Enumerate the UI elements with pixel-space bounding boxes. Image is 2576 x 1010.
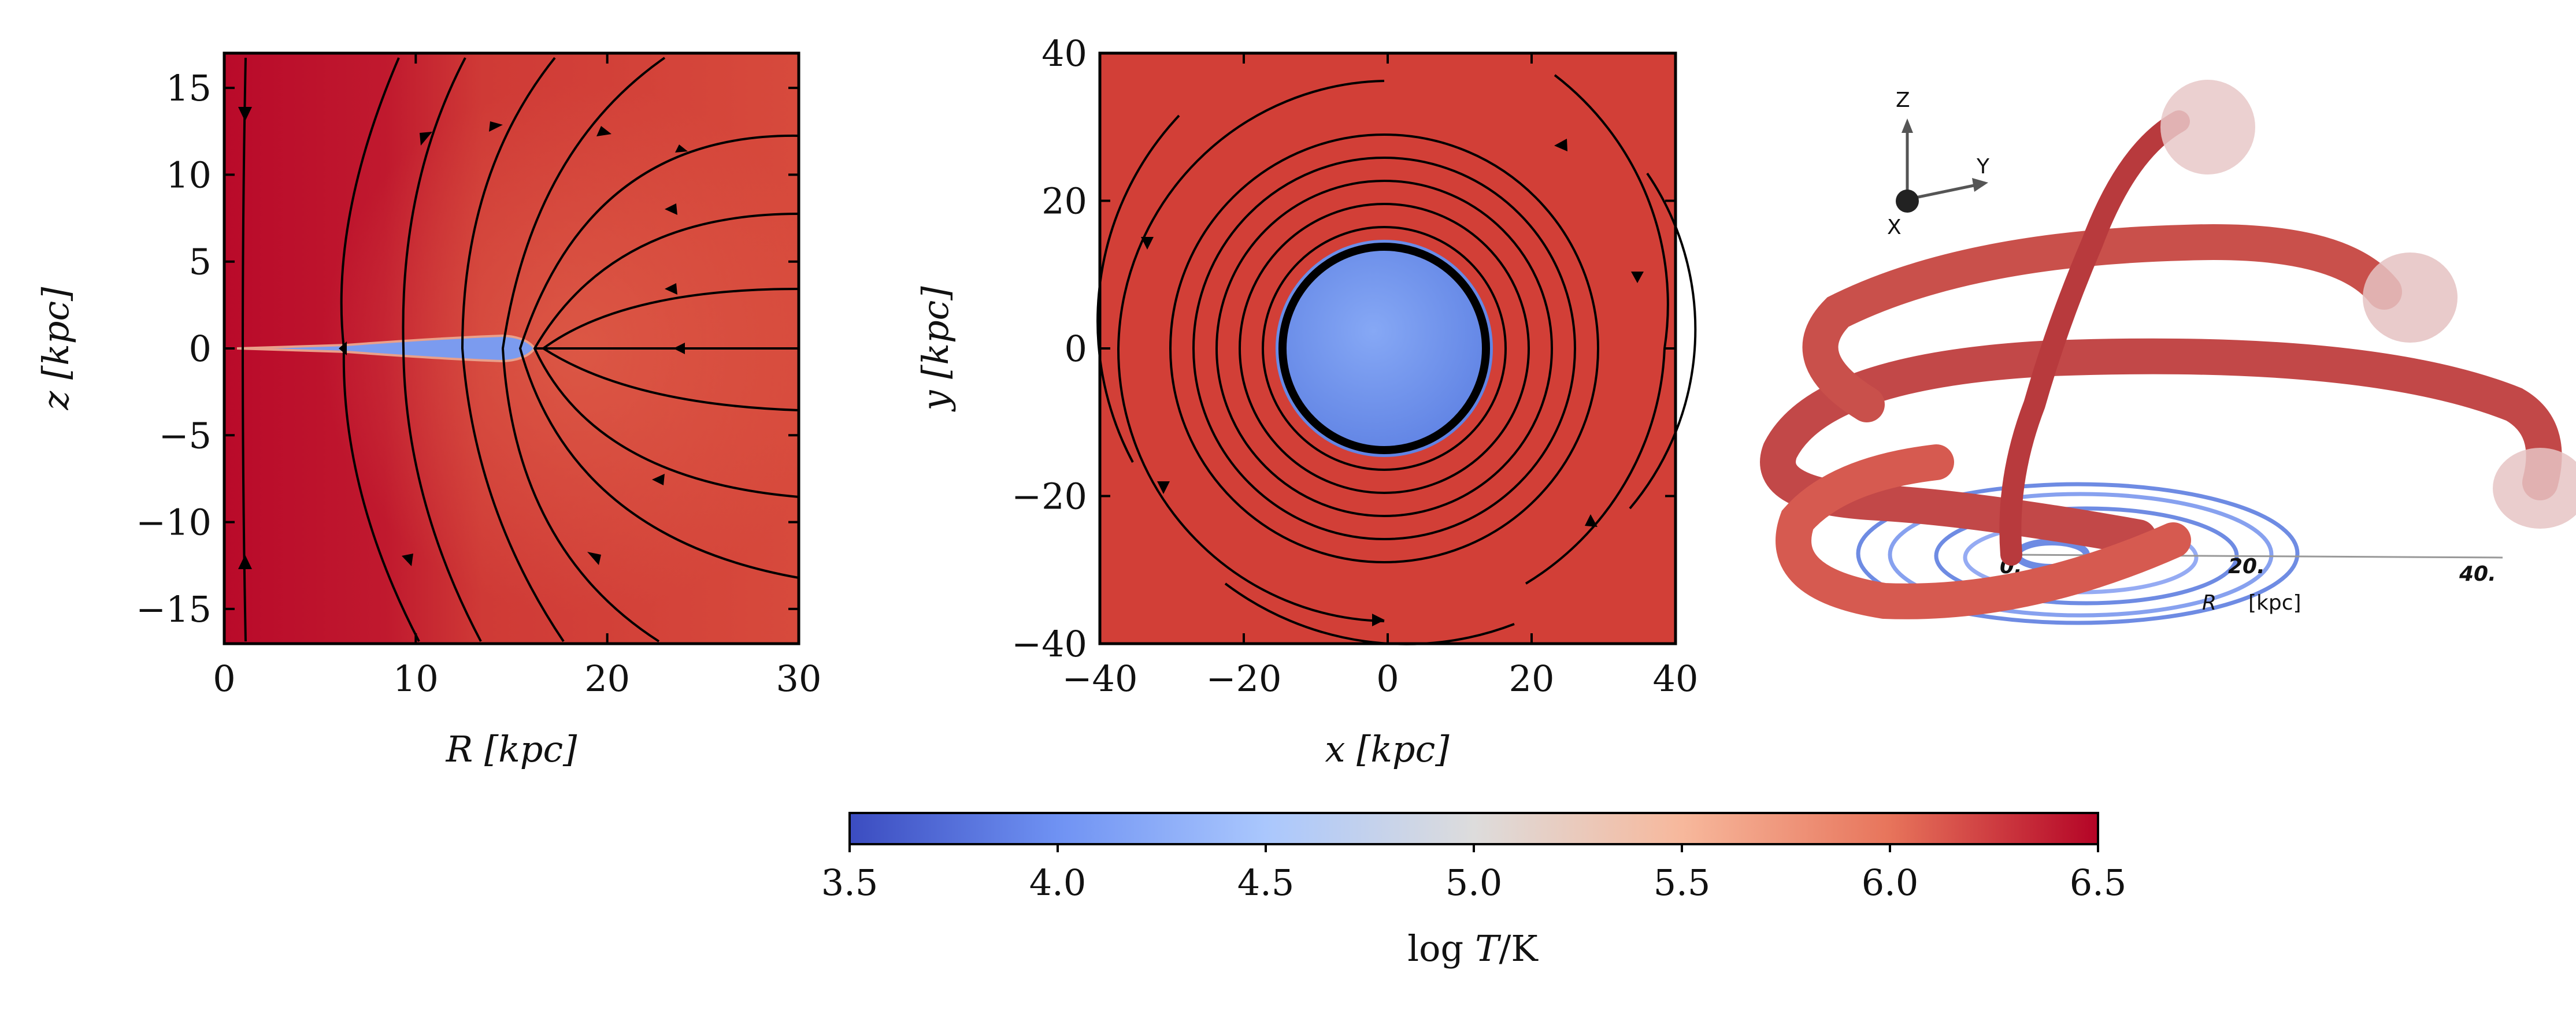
xtick-label: 0: [213, 658, 235, 700]
colorbar-tick-label: 5.0: [1445, 862, 1503, 904]
panel-left-xlabel: R [kpc]: [446, 728, 578, 770]
ytick-label: 5: [189, 241, 212, 283]
ytick-label: 10: [166, 154, 212, 196]
panel-middle-disk-ring: [1278, 243, 1490, 454]
ytick-label: −40: [1011, 623, 1087, 665]
ytick-label: 0: [1065, 328, 1087, 370]
xtick-label: 40: [1653, 658, 1699, 700]
spiral-tubes: [1760, 110, 2562, 619]
ytick-label: −10: [136, 502, 212, 544]
colorbar-tick-label: 5.5: [1654, 862, 1711, 904]
panel-left-ylabel: z [kpc]: [35, 287, 77, 411]
colorbar-label: log T/K: [1407, 927, 1539, 970]
colorbar-ticks: 3.5 4.0 4.5 5.0 5.5 6.0 6.5: [821, 844, 2127, 904]
xtick-label: 10: [393, 658, 439, 700]
ytick-label: 40: [1041, 32, 1087, 75]
panel-middle-arrows: [1141, 139, 1644, 626]
colorbar-tick-label: 3.5: [821, 862, 879, 904]
colorbar: 3.5 4.0 4.5 5.0 5.5 6.0 6.5 log T/K: [821, 812, 2127, 970]
r-tick-40: 40.: [2459, 562, 2496, 586]
xtick-label: −20: [1206, 658, 1282, 700]
xtick-label: 20: [1509, 658, 1555, 700]
xtick-label: 30: [776, 658, 822, 700]
panel-middle: −40 −20 0 20 40 40 20 0 −20 −40 x [kpc] y [kpc]: [914, 32, 1698, 770]
colorbar-label-prefix: log: [1407, 927, 1463, 970]
colorbar-bar: [848, 812, 2099, 845]
axis-y-label: Y: [1976, 155, 1990, 179]
panel-middle-ticks: −40 −20 0 20 40 40 20 0 −20 −40: [1011, 32, 1698, 700]
r-axis-label: R: [2202, 591, 2217, 615]
colorbar-tick-label: 6.0: [1862, 862, 1919, 904]
axis-z-label: Z: [1896, 88, 1910, 112]
axis-x-label: X: [1887, 216, 1902, 239]
panel-3d: Z Y X 0. 20. 40. R [kpc]: [1760, 80, 2576, 625]
panel-left-streamlines: [242, 57, 799, 643]
r-tick-20: 20.: [2228, 555, 2265, 578]
colorbar-label-var: T: [1475, 927, 1502, 970]
xtick-label: 0: [1376, 658, 1399, 700]
colorbar-tick-label: 4.5: [1237, 862, 1295, 904]
panel-left-arrows: [238, 107, 688, 569]
colorbar-tick-label: 6.5: [2070, 862, 2127, 904]
ytick-label: −20: [1011, 476, 1087, 518]
panel-middle-xlabel: x [kpc]: [1325, 728, 1450, 770]
colorbar-label-suffix: /K: [1499, 927, 1539, 970]
ytick-label: 15: [166, 67, 212, 109]
ytick-label: 0: [189, 328, 212, 370]
r-axis-unit: [kpc]: [2248, 591, 2301, 615]
tube-ends: [2160, 80, 2576, 529]
panel-middle-disk: [1276, 240, 1493, 457]
xtick-label: 20: [584, 658, 630, 700]
ytick-label: 20: [1041, 180, 1087, 222]
xtick-label: −40: [1062, 658, 1138, 700]
panel-left: 0 10 20 30 15 10 5 0 −5 −10 −15 R [kpc] z [kpc]: [35, 51, 821, 770]
axis-triad: [1896, 118, 1988, 213]
ytick-label: −15: [136, 588, 212, 630]
panel-left-ticks: 0 10 20 30 15 10 5 0 −5 −10 −15: [136, 53, 821, 700]
panel-middle-ylabel: y [kpc]: [914, 286, 957, 413]
ytick-label: −5: [159, 414, 212, 456]
colorbar-tick-label: 4.0: [1029, 862, 1087, 904]
